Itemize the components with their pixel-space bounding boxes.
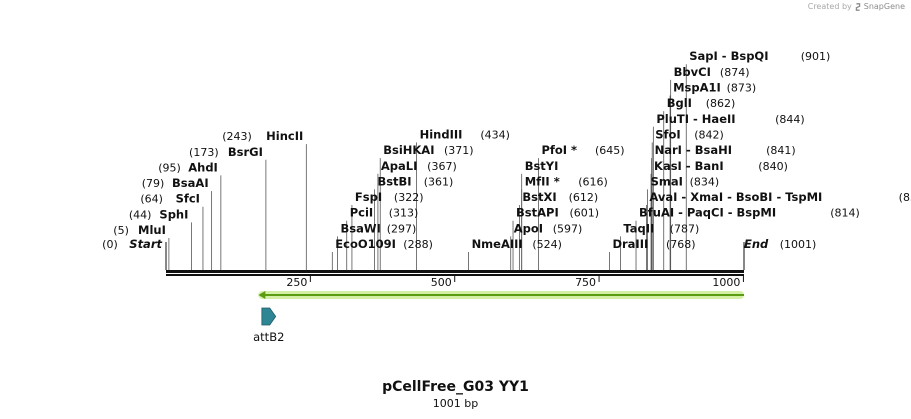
feature-arrow-attb2 xyxy=(261,307,277,326)
site-name-bstyi: BstYI xyxy=(525,159,559,173)
site-name-avai-xmai-bsobi-tspmi: AvaI - XmaI - BsoBI - TspMI xyxy=(649,190,822,204)
site-name-ecoo109i: EcoO109I xyxy=(335,237,396,251)
site-position-sfoi: (842) xyxy=(694,128,724,141)
orf-arrowhead xyxy=(258,291,266,299)
site-name-bbvci: BbvCI xyxy=(674,65,711,79)
axis: 250 500 750 1000 xyxy=(286,276,744,289)
site-position-bsawi: (297) xyxy=(387,222,417,235)
site-position-hincii: (243) xyxy=(222,130,252,143)
orf-line xyxy=(262,294,744,296)
credit-brand: SnapGene xyxy=(863,2,905,11)
site-position-bsihkai: (371) xyxy=(444,144,474,157)
site-name-bstbi: BstBI xyxy=(377,174,411,188)
snapgene-credit: Created by SnapGene xyxy=(808,2,905,11)
site-name-nmeaiii: NmeAIII xyxy=(472,237,523,251)
site-position-pfoi: (645) xyxy=(595,144,625,157)
plasmid-name: pCellFree_G03 YY1 xyxy=(382,379,529,395)
site-position-apoi: (597) xyxy=(553,222,583,235)
site-name-draiii: DraIII xyxy=(612,237,648,251)
site-position-pcii: (313) xyxy=(389,207,419,220)
site-position-avai-xmai-bsobi-tspmi: (832) xyxy=(899,191,911,204)
site-name-sfci: SfcI xyxy=(176,192,200,206)
site-lines xyxy=(165,64,745,270)
site-position-taqii: (787) xyxy=(670,222,700,235)
axis-tick-label: 750 xyxy=(575,276,596,289)
site-name-bsaai: BsaAI xyxy=(172,176,209,190)
site-position-ecoo109i: (288) xyxy=(403,238,433,251)
credit-text: Created by xyxy=(807,2,852,11)
site-position-bsaai: (79) xyxy=(142,177,165,190)
site-name-apali: ApaLI xyxy=(381,159,418,173)
feature-label-attb2: attB2 xyxy=(253,330,284,344)
site-position-mlui: (5) xyxy=(113,224,129,237)
axis-tick-label: 500 xyxy=(431,276,452,289)
end-label: End xyxy=(744,237,769,251)
site-position-nari-bsahi: (841) xyxy=(766,144,796,157)
site-name-mlui: MluI xyxy=(138,223,166,237)
site-name-pcii: PciI xyxy=(350,206,373,220)
site-name-ahdi: AhdI xyxy=(188,160,218,174)
backbone xyxy=(166,270,744,276)
end-position: (1001) xyxy=(780,238,817,251)
site-position-bstxi: (612) xyxy=(569,191,599,204)
site-position-mspa1i: (873) xyxy=(727,82,757,95)
site-position-bstbi: (361) xyxy=(424,175,454,188)
site-position-sapi-bspqi: (901) xyxy=(801,50,831,63)
backbone-strand-bottom xyxy=(166,274,744,276)
site-name-bfuai-paqci-bspmi: BfuAI - PaqCI - BspMI xyxy=(639,206,776,220)
site-name-taqii: TaqII xyxy=(623,221,654,235)
site-labels: Start (0) End (1001) MluI (5) SphI (44) SfcI (64)… xyxy=(102,49,911,251)
site-position-bbvci: (874) xyxy=(720,66,750,79)
feature-layer: attB2 xyxy=(253,307,284,344)
site-name-kasi-bani: KasI - BanI xyxy=(654,159,724,173)
site-position-bgli: (862) xyxy=(706,97,736,110)
axis-tick-label: 250 xyxy=(286,276,307,289)
site-name-mfii: MfII * xyxy=(525,174,560,188)
site-position-ahdi: (95) xyxy=(158,161,181,174)
site-position-fspi: (322) xyxy=(394,191,424,204)
snapgene-logo-icon xyxy=(854,2,862,11)
site-name-sapi-bspqi: SapI - BspQI xyxy=(689,49,768,63)
site-name-apoi: ApoI xyxy=(514,221,543,235)
axis-tick-label: 1000 xyxy=(712,276,740,289)
orf-layer xyxy=(258,291,744,299)
site-name-pfoi: PfoI * xyxy=(541,143,577,157)
site-position-sphi: (44) xyxy=(129,208,152,221)
site-position-hindiii: (434) xyxy=(480,128,510,141)
start-position: (0) xyxy=(102,238,118,251)
site-name-bsawi: BsaWI xyxy=(340,221,380,235)
site-name-hincii: HincII xyxy=(266,129,303,143)
site-position-nmeaiii: (524) xyxy=(532,238,562,251)
site-position-bsrgi: (173) xyxy=(189,146,219,159)
site-position-mfii: (616) xyxy=(578,175,608,188)
site-position-sfci: (64) xyxy=(140,193,163,206)
site-name-bstxi: BstXI xyxy=(522,190,556,204)
site-name-hindiii: HindIII xyxy=(420,127,463,141)
site-name-bgli: BglI xyxy=(667,96,692,110)
site-position-apali: (367) xyxy=(427,160,457,173)
site-name-bsihkai: BsiHKAI xyxy=(383,143,434,157)
site-name-sphi: SphI xyxy=(159,207,188,221)
site-position-bfuai-paqci-bspmi: (814) xyxy=(830,207,860,220)
site-name-bsrgi: BsrGI xyxy=(228,145,263,159)
site-name-pluti-haeii: PluTI - HaeII xyxy=(656,112,735,126)
start-label: Start xyxy=(129,237,162,251)
site-position-pluti-haeii: (844) xyxy=(775,113,805,126)
site-position-smai: (834) xyxy=(690,175,720,188)
site-name-smai: SmaI xyxy=(651,174,683,188)
sequence-map: Start (0) End (1001) MluI (5) SphI (44) SfcI (64)… xyxy=(102,49,911,344)
site-position-bstapi: (601) xyxy=(570,207,600,220)
site-name-fspi: FspI xyxy=(355,190,382,204)
site-position-kasi-bani: (840) xyxy=(758,160,788,173)
backbone-strand-top xyxy=(166,270,744,273)
plasmid-length: 1001 bp xyxy=(432,397,479,410)
site-name-mspa1i: MspA1I xyxy=(673,81,721,95)
site-position-draiii: (768) xyxy=(666,238,696,251)
site-name-bstapi: BstAPI xyxy=(516,206,559,220)
site-name-nari-bsahi: NarI - BsaHI xyxy=(655,143,732,157)
site-name-sfoi: SfoI xyxy=(655,127,680,141)
